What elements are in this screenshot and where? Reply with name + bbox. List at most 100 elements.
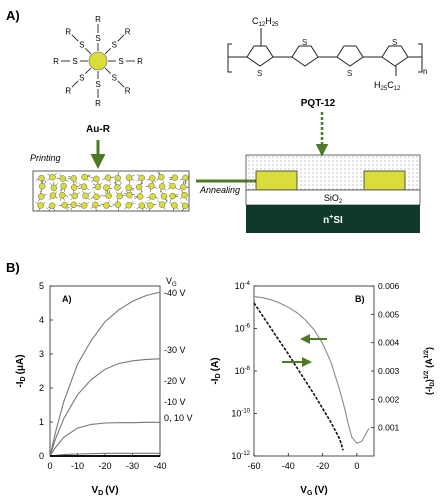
film-particle bbox=[92, 201, 99, 209]
film-particle bbox=[71, 192, 79, 200]
pqt12-structure bbox=[227, 28, 423, 76]
drain-electrode bbox=[363, 170, 406, 191]
chart2-y2label: (-ID)1/2(A1/2) bbox=[424, 347, 436, 395]
film-particle bbox=[149, 175, 156, 182]
log-current-curve bbox=[253, 296, 370, 444]
printed-film bbox=[32, 170, 190, 212]
alkyl-top-label: C12H25 bbox=[252, 16, 279, 28]
y-tick-label: 10-10 bbox=[231, 409, 250, 419]
output-curve bbox=[49, 291, 161, 457]
film-particle bbox=[160, 193, 168, 200]
panel-b-label: B) bbox=[6, 260, 20, 275]
film-particle bbox=[70, 175, 77, 182]
y2-tick-label: 0.002 bbox=[378, 394, 400, 404]
film-particle bbox=[105, 192, 112, 200]
y-tick-label: 10-4 bbox=[235, 281, 251, 291]
film-particle bbox=[158, 183, 166, 190]
film-particle bbox=[169, 182, 176, 190]
film-particle bbox=[148, 182, 155, 190]
r-group-label: R bbox=[95, 99, 101, 108]
film-particle bbox=[138, 202, 146, 209]
series-label: -10 V bbox=[164, 397, 186, 407]
film-particle bbox=[103, 184, 110, 191]
series-label: -20 V bbox=[164, 376, 186, 386]
film-particle bbox=[49, 173, 56, 181]
film-particle bbox=[82, 192, 89, 200]
output-characteristics-chart: A) 0 -10 -20 -30 -40 0 1 2 3 4 5 -40 V -30 V -20 V -1… bbox=[15, 276, 193, 497]
bond bbox=[104, 67, 112, 75]
thiophene-ring-3 bbox=[336, 45, 364, 67]
polymer-s-atoms: S S S S bbox=[257, 38, 397, 78]
s-atom: S bbox=[257, 69, 262, 78]
chart2-xlabel: VG (V) bbox=[300, 485, 327, 497]
annealing-label: Annealing bbox=[199, 185, 240, 195]
bond bbox=[117, 34, 125, 42]
film-particle bbox=[149, 193, 156, 200]
film-particle bbox=[80, 183, 88, 190]
y-tick-label: 10-12 bbox=[231, 451, 250, 461]
film-particle bbox=[81, 173, 88, 181]
film-particle bbox=[70, 184, 78, 191]
bond bbox=[117, 80, 125, 88]
source-electrode bbox=[255, 170, 298, 191]
chart1-xlabel: VD (V) bbox=[91, 485, 118, 497]
y2-tick-label: 0.006 bbox=[378, 281, 400, 291]
y-tick-label: 10-8 bbox=[235, 366, 251, 376]
vg-legend-header: VG bbox=[166, 276, 177, 288]
chart2-panel-label: B) bbox=[355, 294, 365, 304]
chart2-frame bbox=[253, 285, 375, 457]
sio2-label: SiO2 bbox=[324, 193, 343, 205]
film-particle bbox=[126, 191, 133, 199]
film-particle bbox=[125, 202, 132, 209]
gold-core bbox=[88, 51, 108, 71]
printing-label: Printing bbox=[30, 153, 61, 163]
series-label: -40 V bbox=[164, 288, 186, 298]
film-particle bbox=[180, 183, 187, 191]
bond bbox=[71, 80, 79, 88]
bond bbox=[71, 34, 79, 42]
film-particle bbox=[39, 183, 46, 190]
film-particle bbox=[93, 175, 100, 183]
film-particle bbox=[114, 174, 121, 182]
x-tick-label: -40 bbox=[282, 461, 295, 471]
x-tick-label: 0 bbox=[47, 461, 52, 471]
pqt12-label: PQT-12 bbox=[301, 98, 336, 109]
film-particle bbox=[125, 174, 133, 181]
polymer-bracket-right bbox=[418, 43, 423, 73]
thiophene-ring-1 bbox=[246, 45, 274, 67]
film-particle bbox=[50, 184, 58, 192]
film-particle bbox=[169, 192, 176, 200]
film-particle bbox=[147, 202, 154, 209]
sulfur-label: S bbox=[112, 41, 117, 50]
sulfur-label: S bbox=[72, 57, 77, 66]
y-tick-label: 10-6 bbox=[235, 324, 251, 334]
sqrt-current-curve bbox=[253, 302, 344, 451]
y-tick-label: 2 bbox=[39, 383, 44, 393]
au-r-label: Au-R bbox=[86, 124, 111, 135]
film-particle bbox=[59, 191, 66, 199]
film-particle bbox=[61, 201, 68, 209]
film-particle bbox=[171, 174, 179, 181]
film-particle bbox=[171, 202, 178, 209]
film-particle bbox=[114, 184, 121, 191]
x-tick-label: -40 bbox=[153, 461, 166, 471]
sulfur-label: S bbox=[79, 41, 84, 50]
nsi-substrate bbox=[246, 205, 420, 233]
y2-tick-label: 0.005 bbox=[378, 309, 400, 319]
bond bbox=[84, 47, 92, 55]
chart1-frame bbox=[49, 285, 161, 457]
polymer-bracket-left bbox=[227, 43, 232, 73]
film-particle bbox=[125, 184, 132, 191]
r-group-label: R bbox=[53, 57, 59, 66]
y-tick-label: 4 bbox=[39, 315, 44, 325]
film-particle bbox=[181, 202, 189, 210]
film-particle bbox=[182, 174, 189, 182]
thiophene-ring-2 bbox=[291, 45, 319, 67]
sulfur-label: S bbox=[118, 57, 123, 66]
film-particle bbox=[181, 191, 188, 199]
alkyl-bottom-label: H25C12 bbox=[374, 80, 401, 92]
nsi-label: n+SI bbox=[323, 214, 343, 226]
x-tick-label: -20 bbox=[98, 461, 111, 471]
y-tick-label: 5 bbox=[39, 281, 44, 291]
